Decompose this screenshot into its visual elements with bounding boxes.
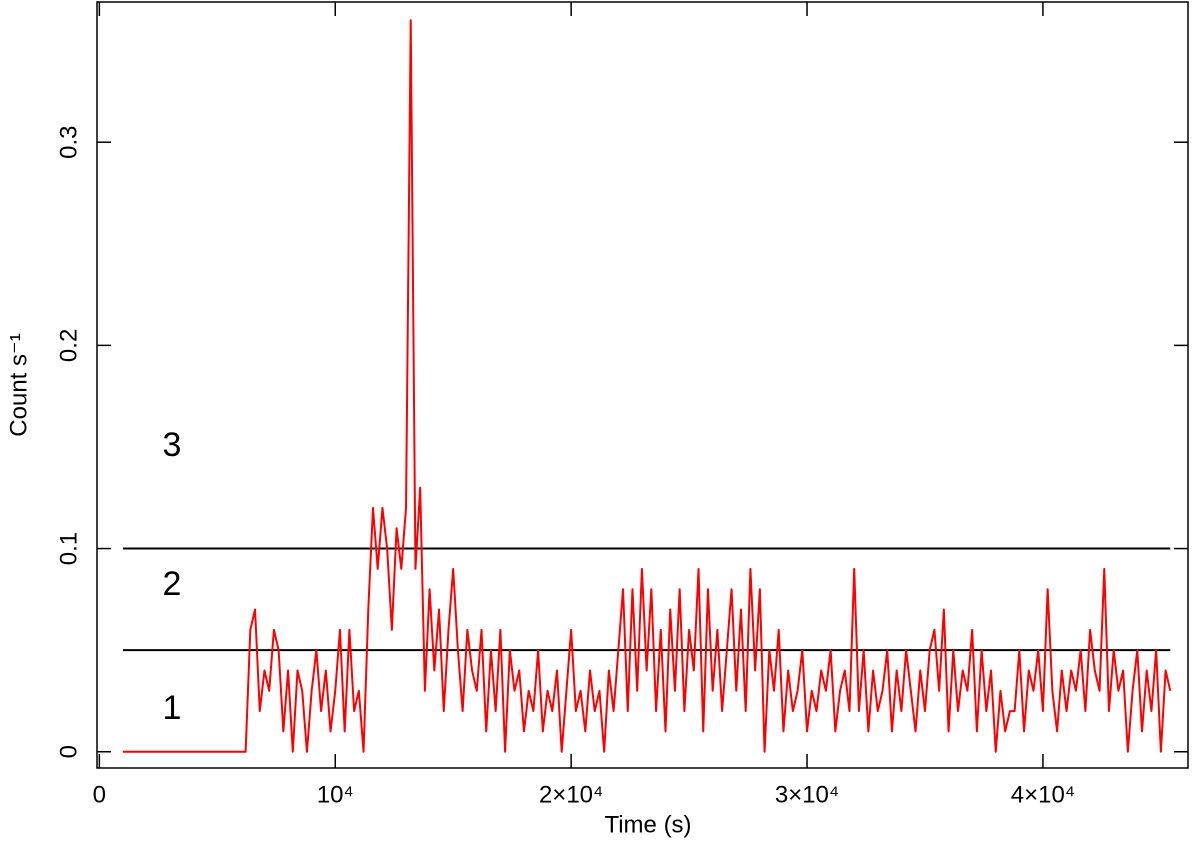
x-tick-label: 10⁴	[317, 781, 354, 808]
x-tick-label: 4×10⁴	[1011, 781, 1075, 808]
region-label: 3	[163, 426, 182, 464]
y-axis-label: Count s⁻¹	[5, 333, 32, 436]
x-tick-label: 3×10⁴	[775, 781, 839, 808]
region-label: 1	[163, 689, 182, 727]
y-tick-label: 0.1	[55, 532, 82, 565]
plot-frame	[96, 1, 1189, 769]
x-axis-label: Time (s)	[604, 811, 691, 838]
x-tick-label: 2×10⁴	[539, 781, 603, 808]
y-tick-label: 0.3	[55, 126, 82, 159]
y-tick-label: 0	[55, 745, 82, 758]
y-tick-label: 0.2	[55, 329, 82, 362]
x-tick-label: 0	[93, 781, 106, 808]
light-curve	[122, 19, 1172, 753]
region-label: 2	[163, 565, 182, 603]
